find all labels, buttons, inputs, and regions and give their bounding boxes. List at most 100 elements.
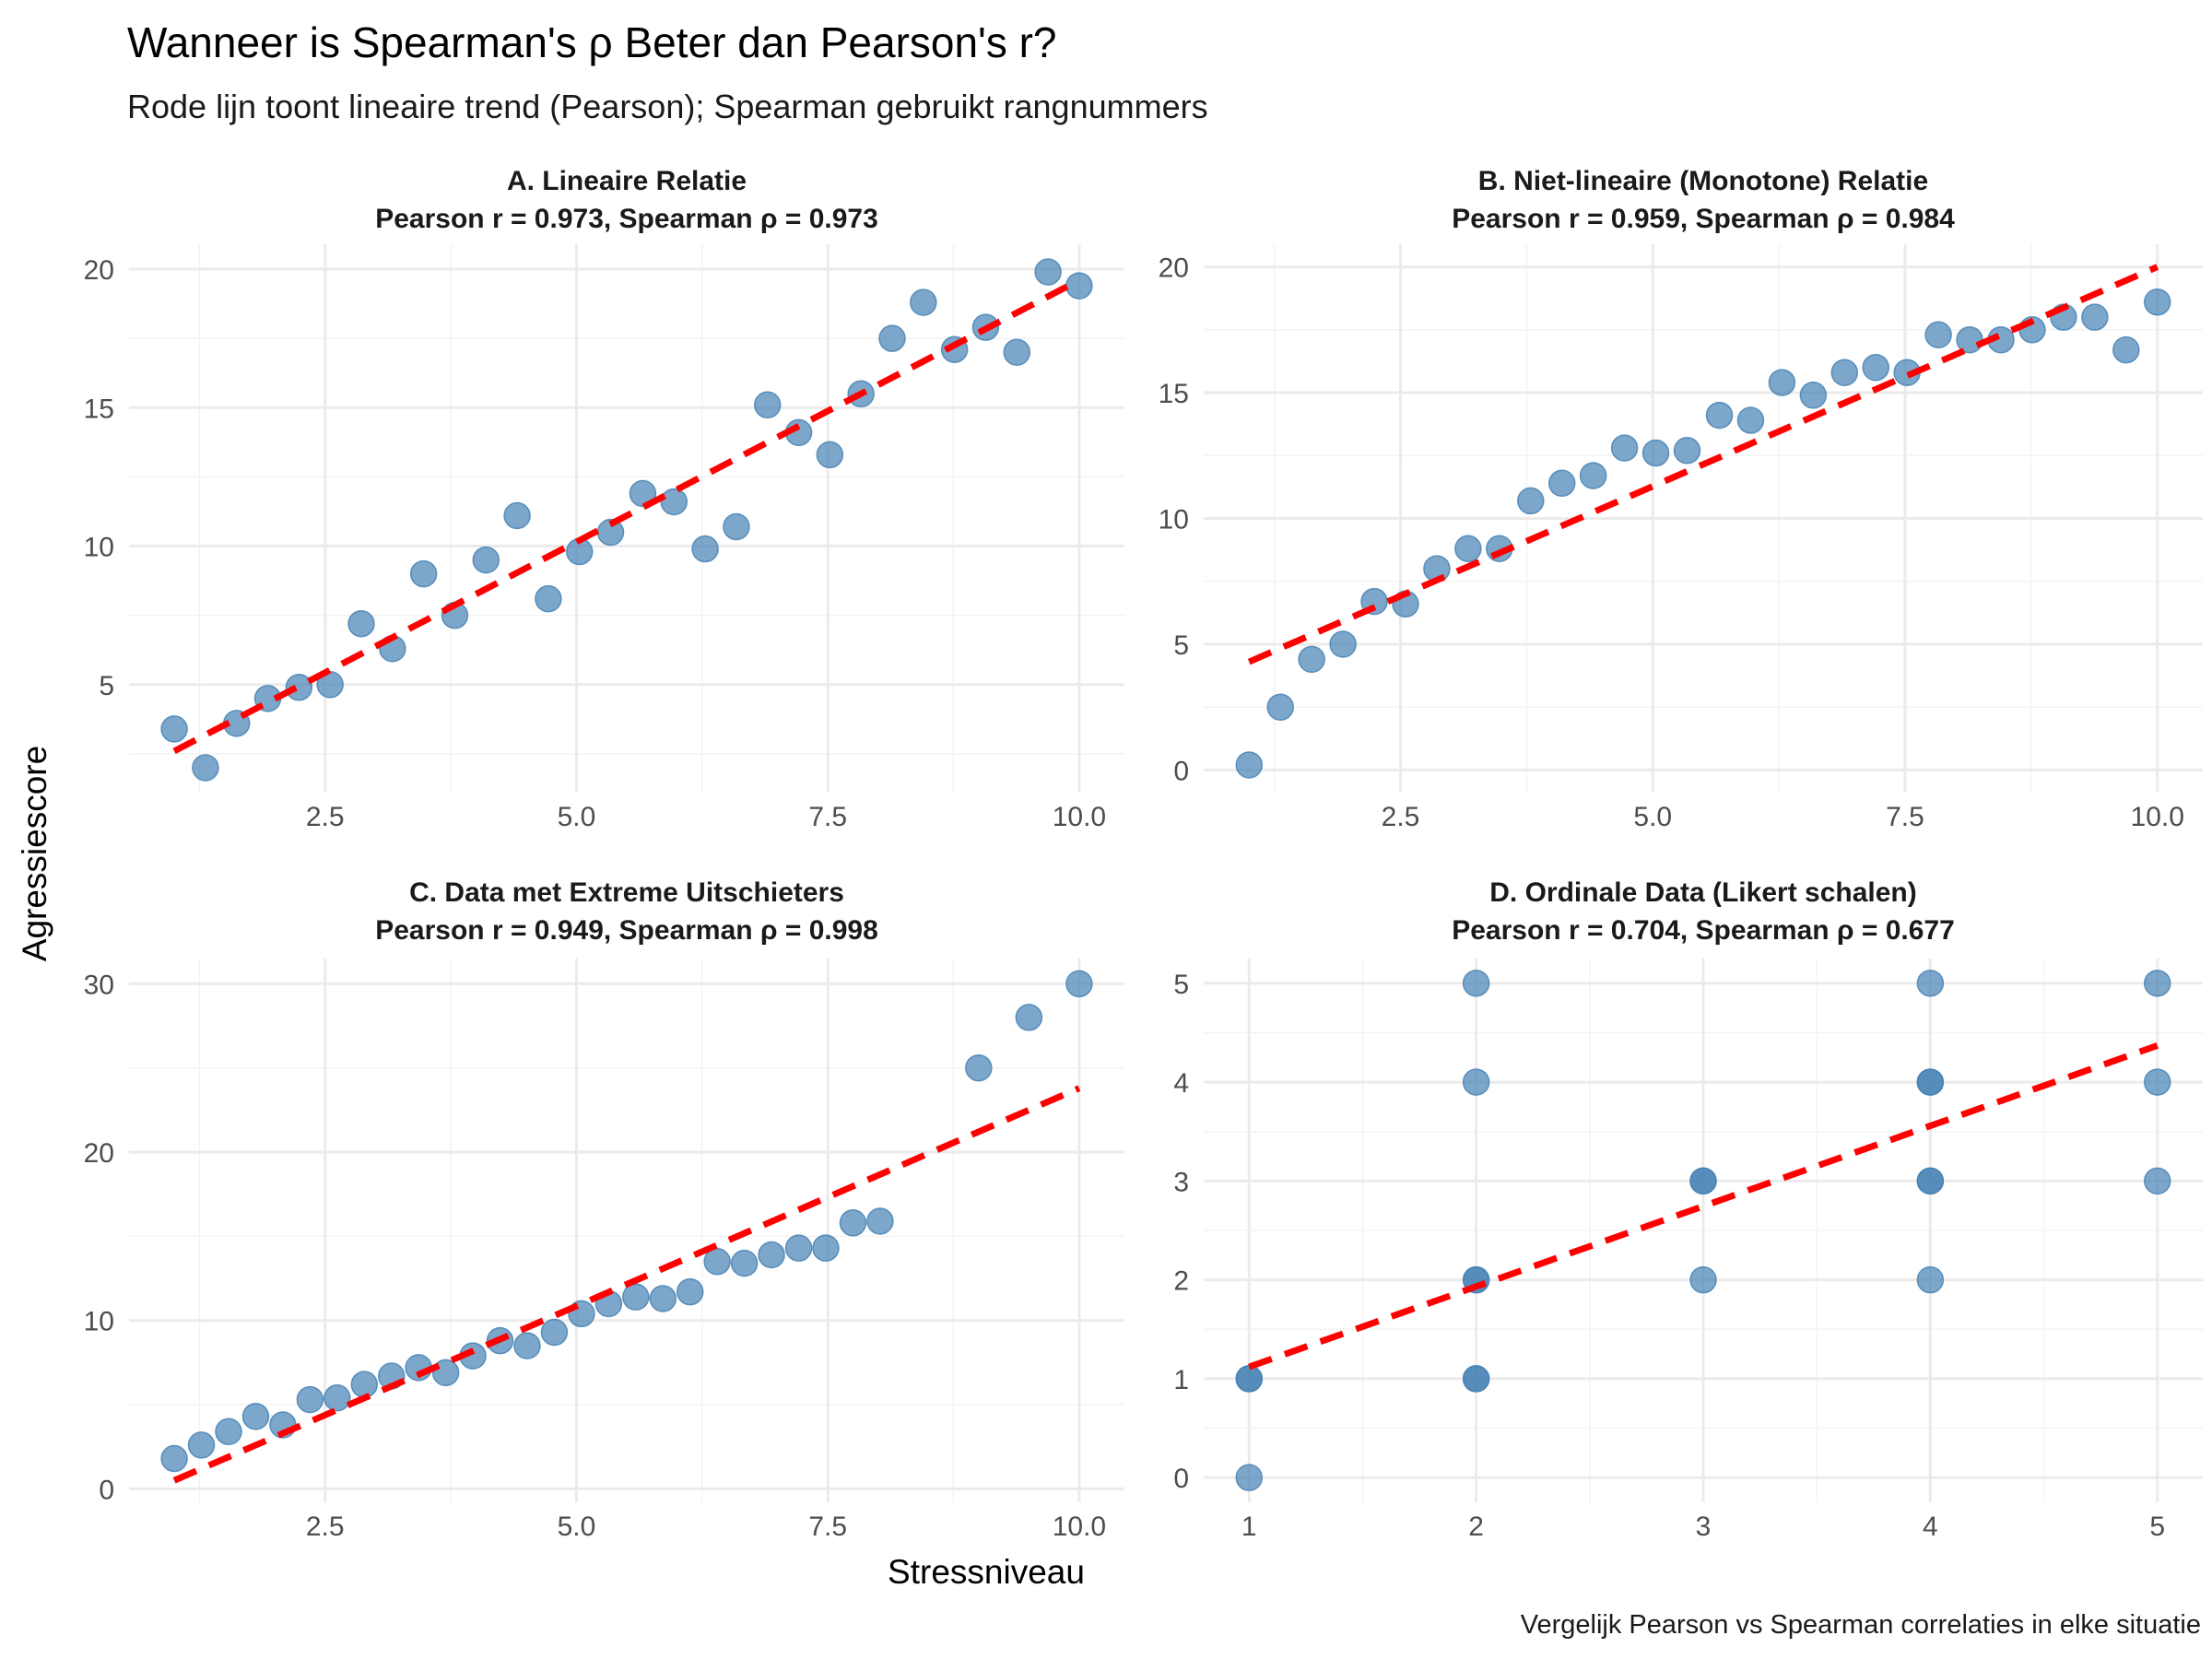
x-tick-label: 5.0	[558, 1512, 596, 1542]
data-point	[1298, 645, 1325, 674]
data-point	[350, 1371, 379, 1398]
panel-b: 2.5 5.0 7.5 10.0 0 5 10 15 20 B. Niet-lineaire (M…	[1159, 166, 2203, 832]
data-point	[296, 1385, 324, 1414]
data-point	[1034, 258, 1062, 286]
data-point	[1235, 1464, 1264, 1491]
data-point	[431, 1359, 460, 1387]
panel-c: 2.5 5.0 7.5 10.0 0 10 20 30 C. Data met Extreme …	[84, 877, 1124, 1542]
data-point	[1916, 1167, 1945, 1195]
data-point	[1689, 1167, 1717, 1195]
x-tick-label: 7.5	[808, 802, 847, 832]
data-point	[703, 1248, 731, 1276]
y-tick-label: 5	[1173, 970, 1189, 1000]
data-point	[839, 1209, 867, 1237]
data-point	[1924, 321, 1952, 349]
chart-title: Wanneer is Spearman's ρ Beter dan Pearso…	[127, 18, 1057, 66]
trend-line	[1248, 1042, 2159, 1371]
y-tick-label: 20	[1159, 253, 1189, 284]
trend-line	[172, 1085, 1081, 1484]
data-point	[409, 559, 438, 588]
y-tick-label: 0	[99, 1475, 114, 1505]
data-point	[2143, 1068, 2171, 1096]
x-tick-label: 7.5	[808, 1512, 847, 1542]
data-point	[1956, 325, 1983, 354]
chart-subtitle: Rode lijn toont lineaire trend (Pearson)…	[127, 88, 1208, 125]
data-point	[866, 1207, 894, 1235]
panel-stats: Pearson r = 0.949, Spearman ρ = 0.998	[375, 915, 878, 946]
data-point	[622, 1283, 650, 1311]
data-point	[1462, 1068, 1490, 1096]
panel-title: B. Niet-lineaire (Monotone) Relatie	[1478, 166, 1928, 196]
data-point	[1235, 751, 1264, 779]
data-point	[1329, 630, 1357, 658]
data-point	[676, 1277, 704, 1306]
data-point	[285, 674, 313, 701]
y-tick-label: 10	[84, 1307, 114, 1337]
y-tick-label: 5	[99, 671, 114, 701]
trend-line	[1247, 264, 2159, 665]
x-tick-label: 2.5	[306, 802, 345, 832]
y-tick-label: 5	[1173, 630, 1189, 661]
data-point	[723, 512, 750, 541]
data-point	[660, 488, 688, 516]
x-tick-label: 2	[1468, 1512, 1484, 1542]
data-point	[1689, 1265, 1717, 1294]
panel-stats: Pearson r = 0.704, Spearman ρ = 0.677	[1452, 915, 1955, 946]
panel-title: A. Lineaire Relatie	[507, 166, 747, 196]
data-point	[753, 391, 782, 419]
data-point	[1579, 462, 1607, 489]
x-tick-label: 5.0	[558, 802, 596, 832]
panel-title: C. Data met Extreme Uitschieters	[409, 877, 844, 908]
data-point	[1547, 469, 1576, 498]
y-tick-label: 1	[1173, 1365, 1189, 1395]
data-point	[1610, 434, 1639, 462]
x-tick-label: 10.0	[1053, 802, 1106, 832]
y-tick-label: 0	[1173, 756, 1189, 786]
data-point	[1235, 1365, 1264, 1393]
x-tick-label: 5	[2149, 1512, 2165, 1542]
y-tick-label: 3	[1173, 1167, 1189, 1197]
data-point	[1799, 382, 1828, 409]
data-point	[1641, 439, 1670, 467]
panel-title: D. Ordinale Data (Likert schalen)	[1489, 877, 1916, 908]
panel-stats: Pearson r = 0.959, Spearman ρ = 0.984	[1452, 204, 1955, 234]
y-tick-label: 15	[84, 394, 114, 424]
data-point	[503, 501, 531, 530]
data-point	[1462, 970, 1490, 997]
x-tick-label: 10.0	[2131, 802, 2184, 832]
data-point	[1065, 272, 1093, 300]
data-point	[324, 1383, 351, 1412]
x-tick-label: 7.5	[1886, 802, 1924, 832]
data-point	[1003, 338, 1031, 366]
y-tick-label: 0	[1173, 1464, 1189, 1494]
data-point	[1517, 487, 1545, 515]
data-point	[1768, 369, 1796, 396]
data-point	[187, 1431, 216, 1459]
x-tick-label: 1	[1241, 1512, 1257, 1542]
data-point	[758, 1241, 785, 1269]
data-point	[192, 754, 219, 782]
data-point	[1015, 1004, 1043, 1031]
data-point	[2143, 288, 2171, 316]
data-point	[1454, 535, 1482, 563]
data-point	[2081, 303, 2109, 331]
data-point	[910, 288, 937, 316]
data-point	[472, 546, 500, 574]
data-point	[347, 609, 375, 638]
data-point	[878, 324, 906, 352]
y-tick-label: 2	[1173, 1266, 1189, 1297]
x-tick-label: 5.0	[1633, 802, 1672, 832]
data-point	[1065, 970, 1093, 998]
data-point	[1673, 437, 1701, 465]
data-point	[816, 441, 844, 469]
y-tick-label: 10	[1159, 505, 1189, 535]
data-point	[215, 1418, 242, 1446]
data-point	[1916, 1265, 1945, 1294]
data-point	[2143, 1167, 2171, 1195]
data-point	[2112, 335, 2140, 364]
data-point	[160, 715, 188, 743]
data-point	[1705, 401, 1734, 429]
data-point	[730, 1249, 759, 1277]
